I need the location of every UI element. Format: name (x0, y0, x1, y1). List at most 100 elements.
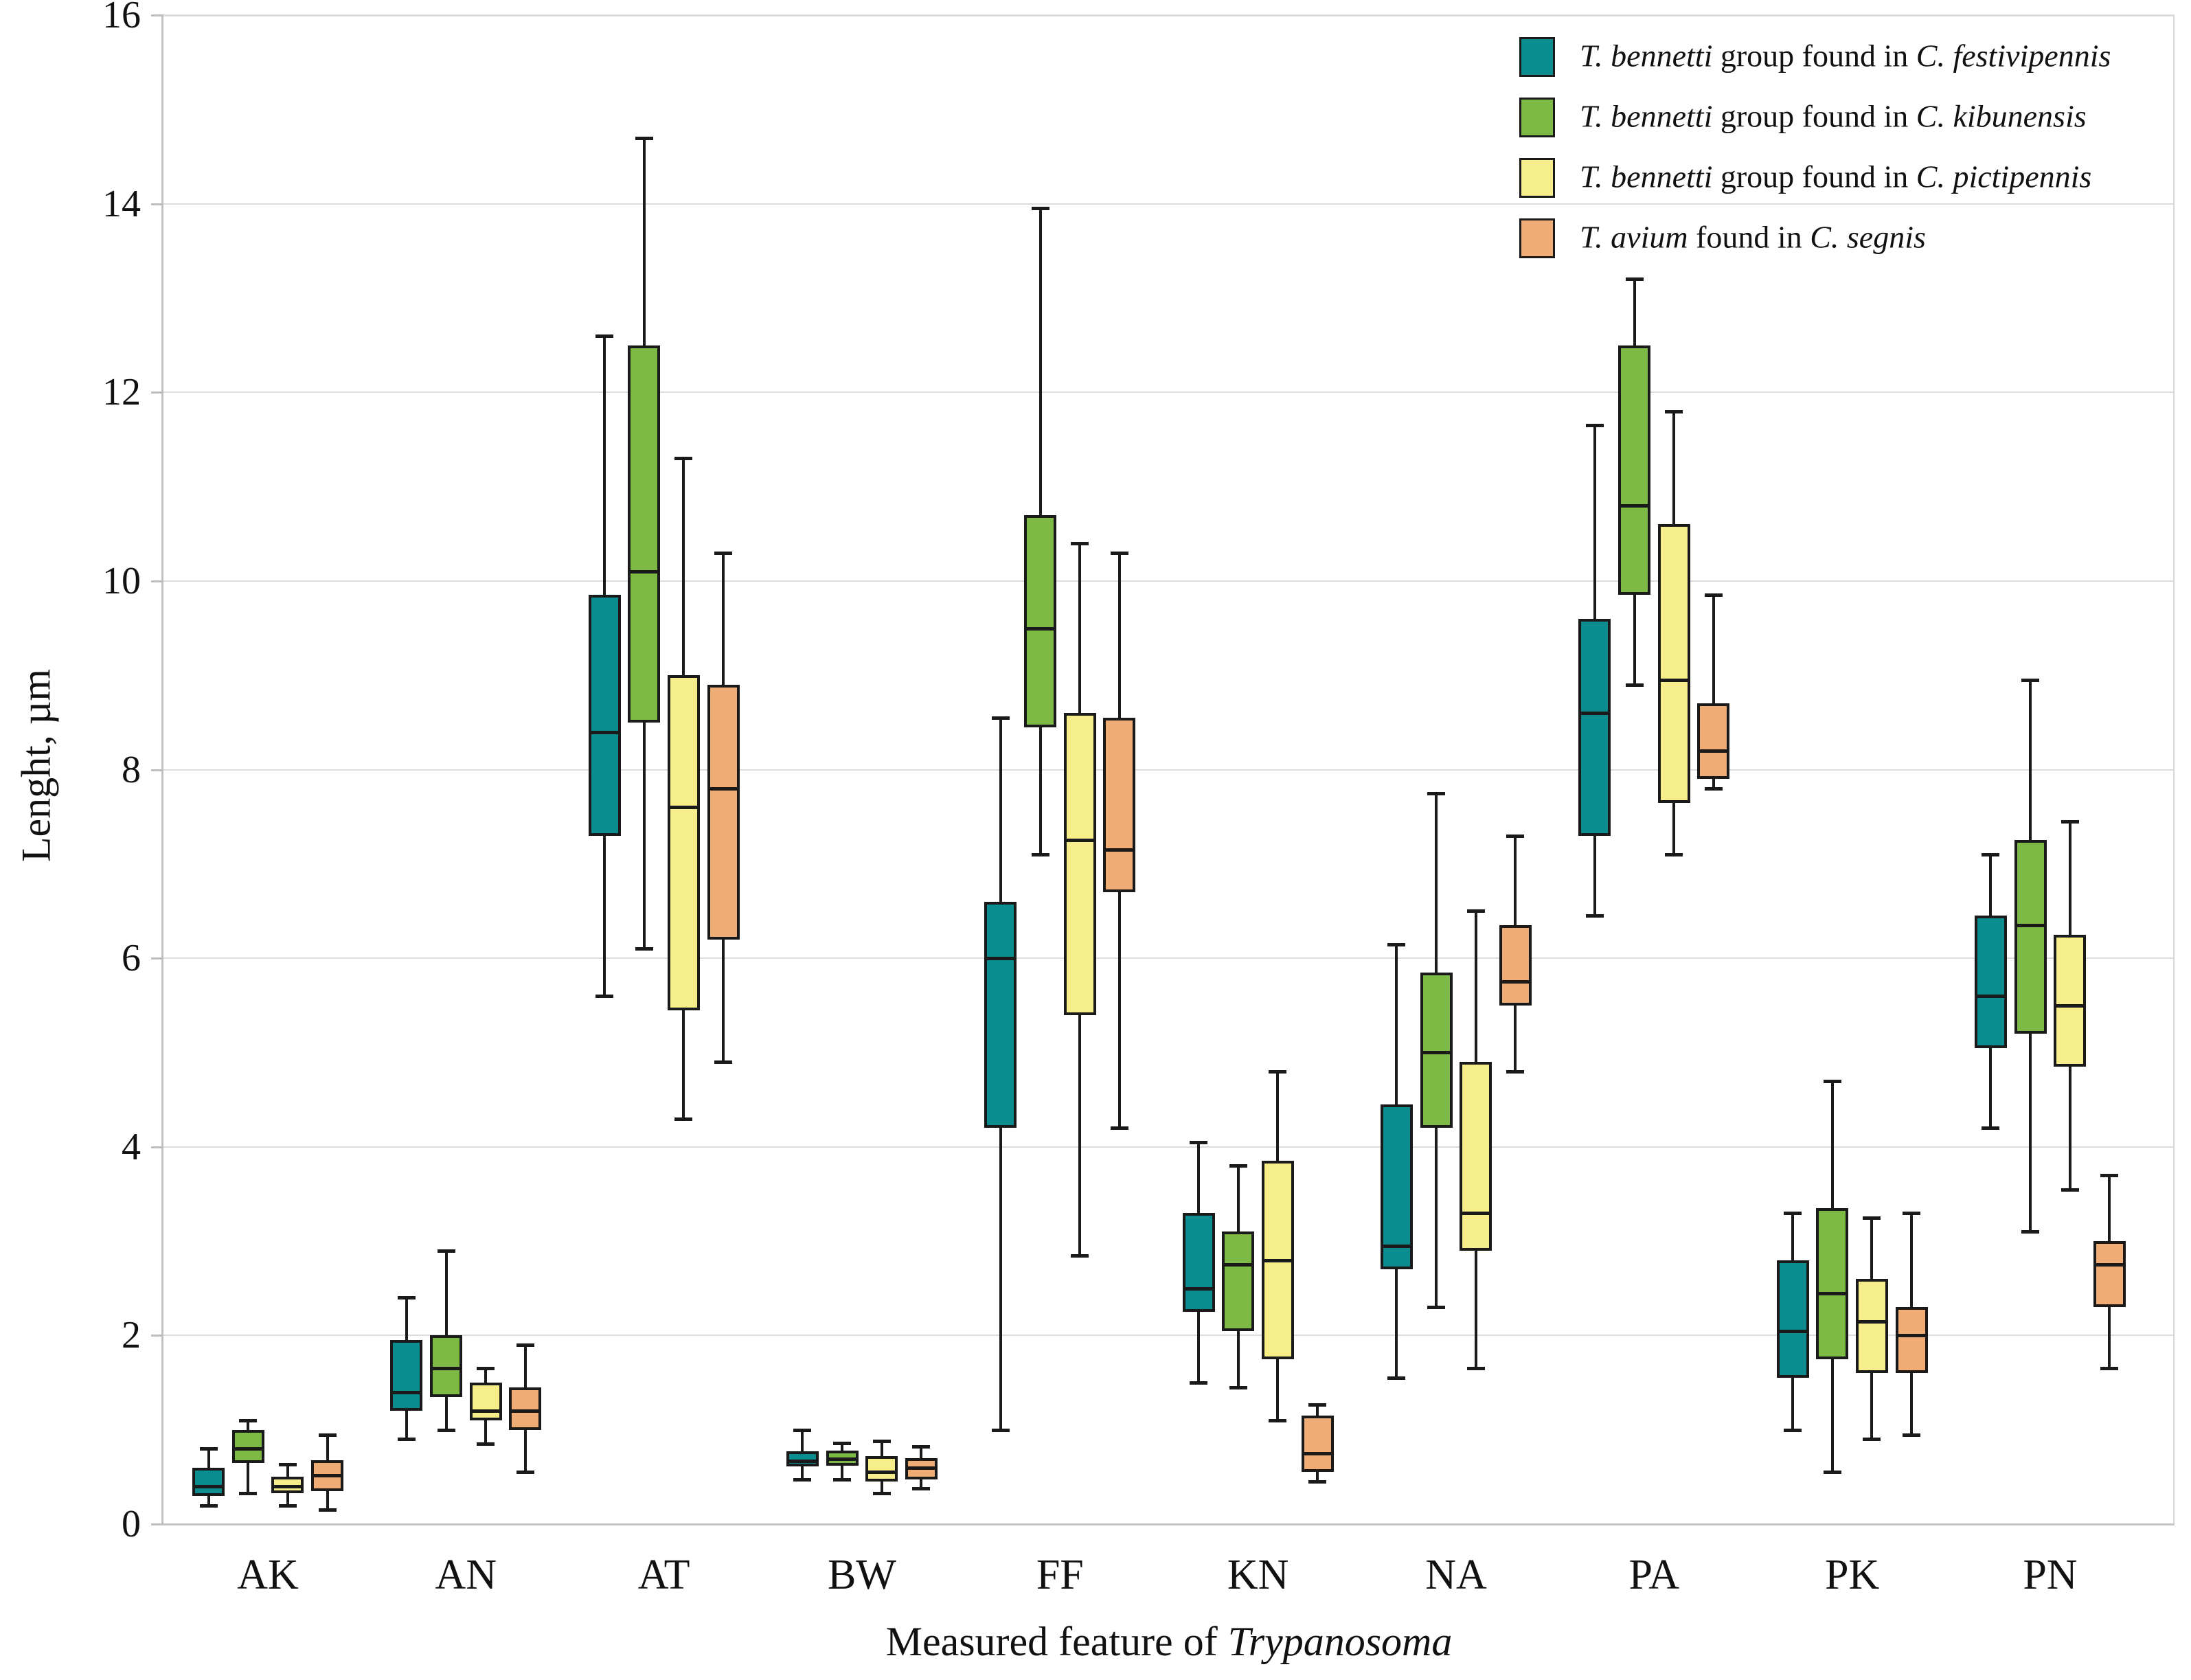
box-AN-s4-iqr (509, 1387, 542, 1430)
box-BW-s2-median (826, 1457, 859, 1462)
box-PA-s3-iqr (1657, 524, 1690, 803)
box-FF-s4-iqr (1103, 717, 1136, 892)
box-BW-s4-median (905, 1466, 938, 1470)
box-FF-s1-median (984, 957, 1017, 961)
x-axis-title-genus: Trypanosoma (1227, 1619, 1453, 1664)
box-KN-s2-median (1222, 1263, 1255, 1267)
x-category-label-AT: AT (637, 1552, 690, 1598)
box-PK-s1-cap-low (1784, 1428, 1802, 1432)
box-FF-s2-median (1024, 626, 1057, 631)
box-BW-s2-cap-high (833, 1441, 852, 1445)
box-BW-s1-cap-low (793, 1478, 812, 1482)
box-PK-s4-cap-high (1903, 1211, 1921, 1215)
x-category-label-PA: PA (1628, 1552, 1680, 1598)
box-KN-s1-cap-low (1190, 1381, 1208, 1385)
legend-label-segment: T. avium (1580, 219, 1688, 255)
box-PN-s1-cap-high (1982, 853, 2000, 857)
y-tick-label-4: 4 (122, 1125, 141, 1168)
box-AN-s4-cap-low (516, 1471, 534, 1475)
legend-label-segment: group found in (1712, 159, 1916, 194)
gridline-y8 (163, 769, 2175, 771)
box-PA-s3-cap-high (1665, 409, 1683, 413)
legend-label-segment: C. segnis (1810, 219, 1926, 255)
legend-label-segment: T. bennetti (1580, 98, 1713, 134)
box-AT-s2-iqr (628, 345, 661, 723)
box-PK-s2-iqr (1816, 1208, 1849, 1359)
box-PN-s1-median (1974, 995, 2007, 999)
y-tick-mark-4 (151, 1146, 163, 1148)
box-KN-s2-iqr (1222, 1231, 1255, 1331)
box-FF-s1-iqr (984, 901, 1017, 1128)
box-AT-s2-cap-high (635, 136, 653, 140)
box-NA-s1-cap-high (1387, 942, 1406, 946)
box-PN-s1-cap-low (1982, 1126, 2000, 1131)
x-category-label-PN: PN (2023, 1552, 2078, 1598)
y-tick-label-10: 10 (102, 559, 141, 602)
box-FF-s2-iqr (1024, 514, 1057, 727)
box-NA-s2-cap-high (1427, 791, 1446, 795)
y-tick-label-6: 6 (122, 937, 141, 980)
box-PN-s4-iqr (2093, 1241, 2126, 1308)
box-PA-s2-cap-low (1625, 683, 1644, 687)
box-AK-s3-median (271, 1485, 304, 1489)
box-KN-s4-cap-high (1308, 1403, 1327, 1407)
box-AK-s2-iqr (231, 1429, 264, 1463)
box-PA-s1-median (1578, 712, 1611, 716)
box-AK-s2-cap-low (239, 1491, 258, 1495)
box-PN-s4-median (2093, 1263, 2126, 1267)
x-category-label-KN: KN (1227, 1552, 1289, 1598)
box-FF-s1-cap-low (991, 1428, 1010, 1432)
legend-swatch-2 (1519, 98, 1555, 137)
legend-label-segment: C. kibunensis (1916, 98, 2087, 134)
box-AN-s3-median (469, 1409, 502, 1414)
y-tick-mark-8 (151, 769, 163, 771)
y-tick-label-2: 2 (122, 1314, 141, 1357)
box-PK-s3-cap-low (1863, 1438, 1881, 1442)
box-AT-s4-cap-low (714, 1060, 733, 1065)
y-tick-label-0: 0 (122, 1503, 141, 1545)
box-AT-s2-cap-low (635, 947, 653, 951)
box-FF-s4-cap-high (1110, 551, 1128, 555)
legend-label-segment: group found in (1712, 98, 1916, 134)
box-AN-s3-iqr (469, 1383, 502, 1420)
box-AN-s2-cap-low (437, 1428, 455, 1432)
box-NA-s1-cap-low (1387, 1376, 1406, 1381)
box-NA-s3-cap-low (1466, 1367, 1485, 1371)
box-AN-s2-cap-high (437, 1249, 455, 1253)
box-BW-s2-cap-low (833, 1478, 852, 1482)
box-PA-s2-cap-high (1625, 277, 1644, 282)
box-AK-s2-median (231, 1447, 264, 1451)
box-PA-s4-cap-high (1704, 593, 1723, 598)
box-AK-s1-cap-low (199, 1503, 218, 1508)
legend-label-segment: T. bennetti (1580, 159, 1713, 194)
box-AT-s3-median (667, 806, 700, 810)
box-PN-s3-cap-high (2061, 820, 2079, 824)
y-tick-mark-10 (151, 580, 163, 582)
gridline-y2 (163, 1335, 2175, 1337)
box-AN-s1-iqr (390, 1340, 423, 1411)
box-KN-s4-median (1301, 1452, 1334, 1456)
box-BW-s1-cap-high (793, 1428, 812, 1432)
box-AK-s3-iqr (271, 1477, 304, 1493)
box-FF-s4-cap-low (1110, 1126, 1128, 1131)
box-BW-s4-cap-high (912, 1445, 931, 1449)
box-PK-s1-cap-high (1784, 1211, 1802, 1215)
legend-swatch-4 (1519, 218, 1555, 258)
x-category-label-NA: NA (1425, 1552, 1487, 1598)
box-AK-s1-cap-high (199, 1447, 218, 1451)
x-category-label-AN: AN (435, 1552, 497, 1598)
box-AK-s3-cap-low (278, 1503, 297, 1508)
gridline-y4 (163, 1146, 2175, 1148)
box-AK-s1-median (192, 1485, 225, 1489)
box-AT-s4-cap-high (714, 551, 733, 555)
x-category-label-FF: FF (1036, 1552, 1084, 1598)
box-PA-s1-cap-low (1585, 914, 1604, 918)
box-AT-s1-cap-low (595, 995, 614, 999)
box-PK-s2-median (1816, 1291, 1849, 1295)
box-PN-s2-iqr (2014, 840, 2047, 1034)
y-tick-mark-6 (151, 957, 163, 960)
y-tick-mark-14 (151, 203, 163, 205)
box-PK-s3-iqr (1855, 1278, 1888, 1374)
box-NA-s3-median (1460, 1211, 1492, 1215)
